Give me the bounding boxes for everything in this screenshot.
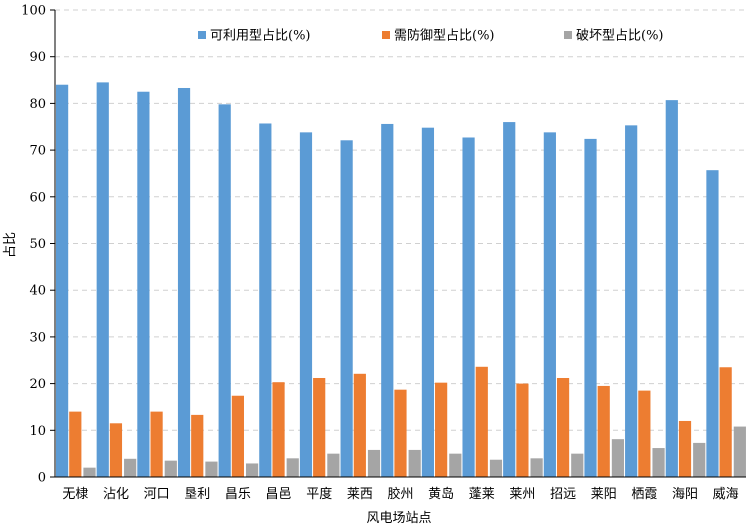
y-tick-label: 100 [21,4,46,19]
y-tick-label: 60 [29,190,46,205]
bar [449,453,462,477]
x-category-label: 蓬莱 [469,487,495,502]
x-axis-title: 风电场站点 [366,511,431,526]
bar [435,382,448,477]
bar [109,423,123,477]
x-category-label: 沾化 [103,487,129,502]
bar [733,426,746,477]
x-category-label: 胶州 [387,486,413,502]
legend-swatch [564,31,572,39]
y-tick-label: 70 [29,144,46,159]
bar [719,367,732,477]
y-tick-label: 30 [29,330,46,345]
grid-lines [55,9,746,431]
bar [353,373,366,477]
x-category-label: 莱州 [509,487,535,502]
x-category-label: 威海 [713,487,739,502]
bar [56,84,69,477]
bar [516,383,529,477]
bar [530,458,543,477]
x-category-label: 昌邑 [266,487,292,502]
bar [597,385,610,477]
bar [205,461,218,477]
y-tick-label: 0 [38,471,46,486]
bar [706,170,719,477]
bar [340,140,353,477]
x-category-label: 垦利 [184,487,210,502]
bar [543,132,556,477]
x-category-label: 莱西 [347,487,373,502]
bar [299,132,313,477]
bar [503,122,516,477]
bar [124,458,137,477]
bar [556,377,570,477]
bar [678,420,692,477]
bar [381,123,394,477]
y-tick-label: 40 [29,284,46,299]
bar [150,411,163,477]
bar [625,125,638,477]
legend-label: 破坏型占比(%) [576,29,664,44]
bar [571,453,584,477]
bar [137,91,150,477]
y-tick-label: 90 [29,50,46,65]
x-category-label: 海阳 [672,487,698,502]
x-category-label: 无棣 [62,487,88,502]
bar [327,453,340,477]
x-category-label: 黄岛 [428,486,454,502]
bar [462,137,475,477]
bar [218,104,231,478]
x-category-label: 栖霞 [631,487,657,502]
bar [367,449,381,477]
x-category-label: 莱阳 [591,487,617,502]
bar [652,448,665,477]
bar [693,442,706,477]
legend-label: 需防御型占比(%) [394,28,495,44]
legend-swatch [198,31,206,39]
y-tick-label: 20 [29,377,46,392]
bar-series [56,82,746,478]
x-category-labels: 无棣 沾化 河口 垦利 昌乐 昌邑 平度 莱西 胶州 黄岛 蓬莱 莱州 招远 莱阳 栖霞 海阳 威海 [62,486,738,502]
bar [665,100,678,478]
bar [475,366,488,477]
bar [177,87,191,477]
bar [272,382,285,477]
legend-swatch [382,31,390,39]
legend-label: 可利用型占比(%) [210,29,311,44]
x-category-label: 平度 [306,486,332,502]
bar [313,377,326,477]
bar [408,449,421,477]
bar [394,389,407,477]
y-tick-label: 10 [29,424,46,439]
bar [638,390,651,477]
bar [191,414,204,477]
bar [611,439,625,477]
y-axis-title: 占比 [3,232,18,258]
bar [96,82,109,477]
bar [83,467,96,477]
y-tick-labels: 0 10 20 30 40 50 60 70 80 90 100 [21,4,55,486]
bar [164,460,177,477]
bar [421,127,435,478]
y-tick-label: 80 [29,97,46,112]
x-category-label: 河口 [144,487,170,502]
bar [231,395,244,477]
bar [489,459,503,477]
x-category-label: 招远 [550,487,576,502]
bar [69,411,82,477]
bar [245,463,259,477]
legend: 可利用型占比(%) 需防御型占比(%) 破坏型占比(%) [198,28,664,44]
x-category-label: 昌乐 [225,487,251,502]
bar [584,138,597,477]
bar [286,458,299,477]
y-tick-label: 50 [29,237,46,252]
bar [259,123,272,477]
